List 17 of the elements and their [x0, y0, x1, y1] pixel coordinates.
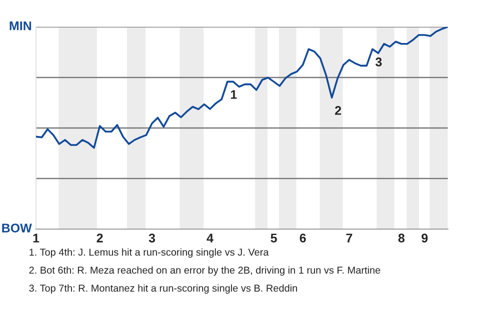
- x-tick-label: 9: [422, 234, 428, 242]
- x-tick-label: 7: [346, 234, 352, 242]
- x-tick-label: 3: [148, 234, 156, 242]
- text: 3. Top 7th: R. Montanez hit a run-scoring single vs B. Reddin: [29, 284, 297, 294]
- text: 1. Top 4th: J. Lemus hit a run-scoring single vs J. Vera: [30, 248, 269, 258]
- x-tick-label: 4: [206, 234, 214, 242]
- x-tick-label: 6: [300, 234, 306, 242]
- annotation: 1: [230, 90, 237, 99]
- text: BOW: [2, 224, 32, 232]
- annotation: 3: [376, 58, 382, 66]
- annotation: 2: [335, 106, 342, 115]
- text: MIN: [10, 22, 32, 30]
- x-tick-label: 1: [33, 234, 40, 242]
- text: 2. Bot 6th: R. Meza reached on an error by the 2B, driving in 1 run vs F. Martine: [29, 266, 380, 276]
- x-tick-label: 5: [270, 234, 277, 242]
- x-tick-label: 2: [96, 234, 103, 242]
- x-tick-label: 8: [398, 234, 405, 242]
